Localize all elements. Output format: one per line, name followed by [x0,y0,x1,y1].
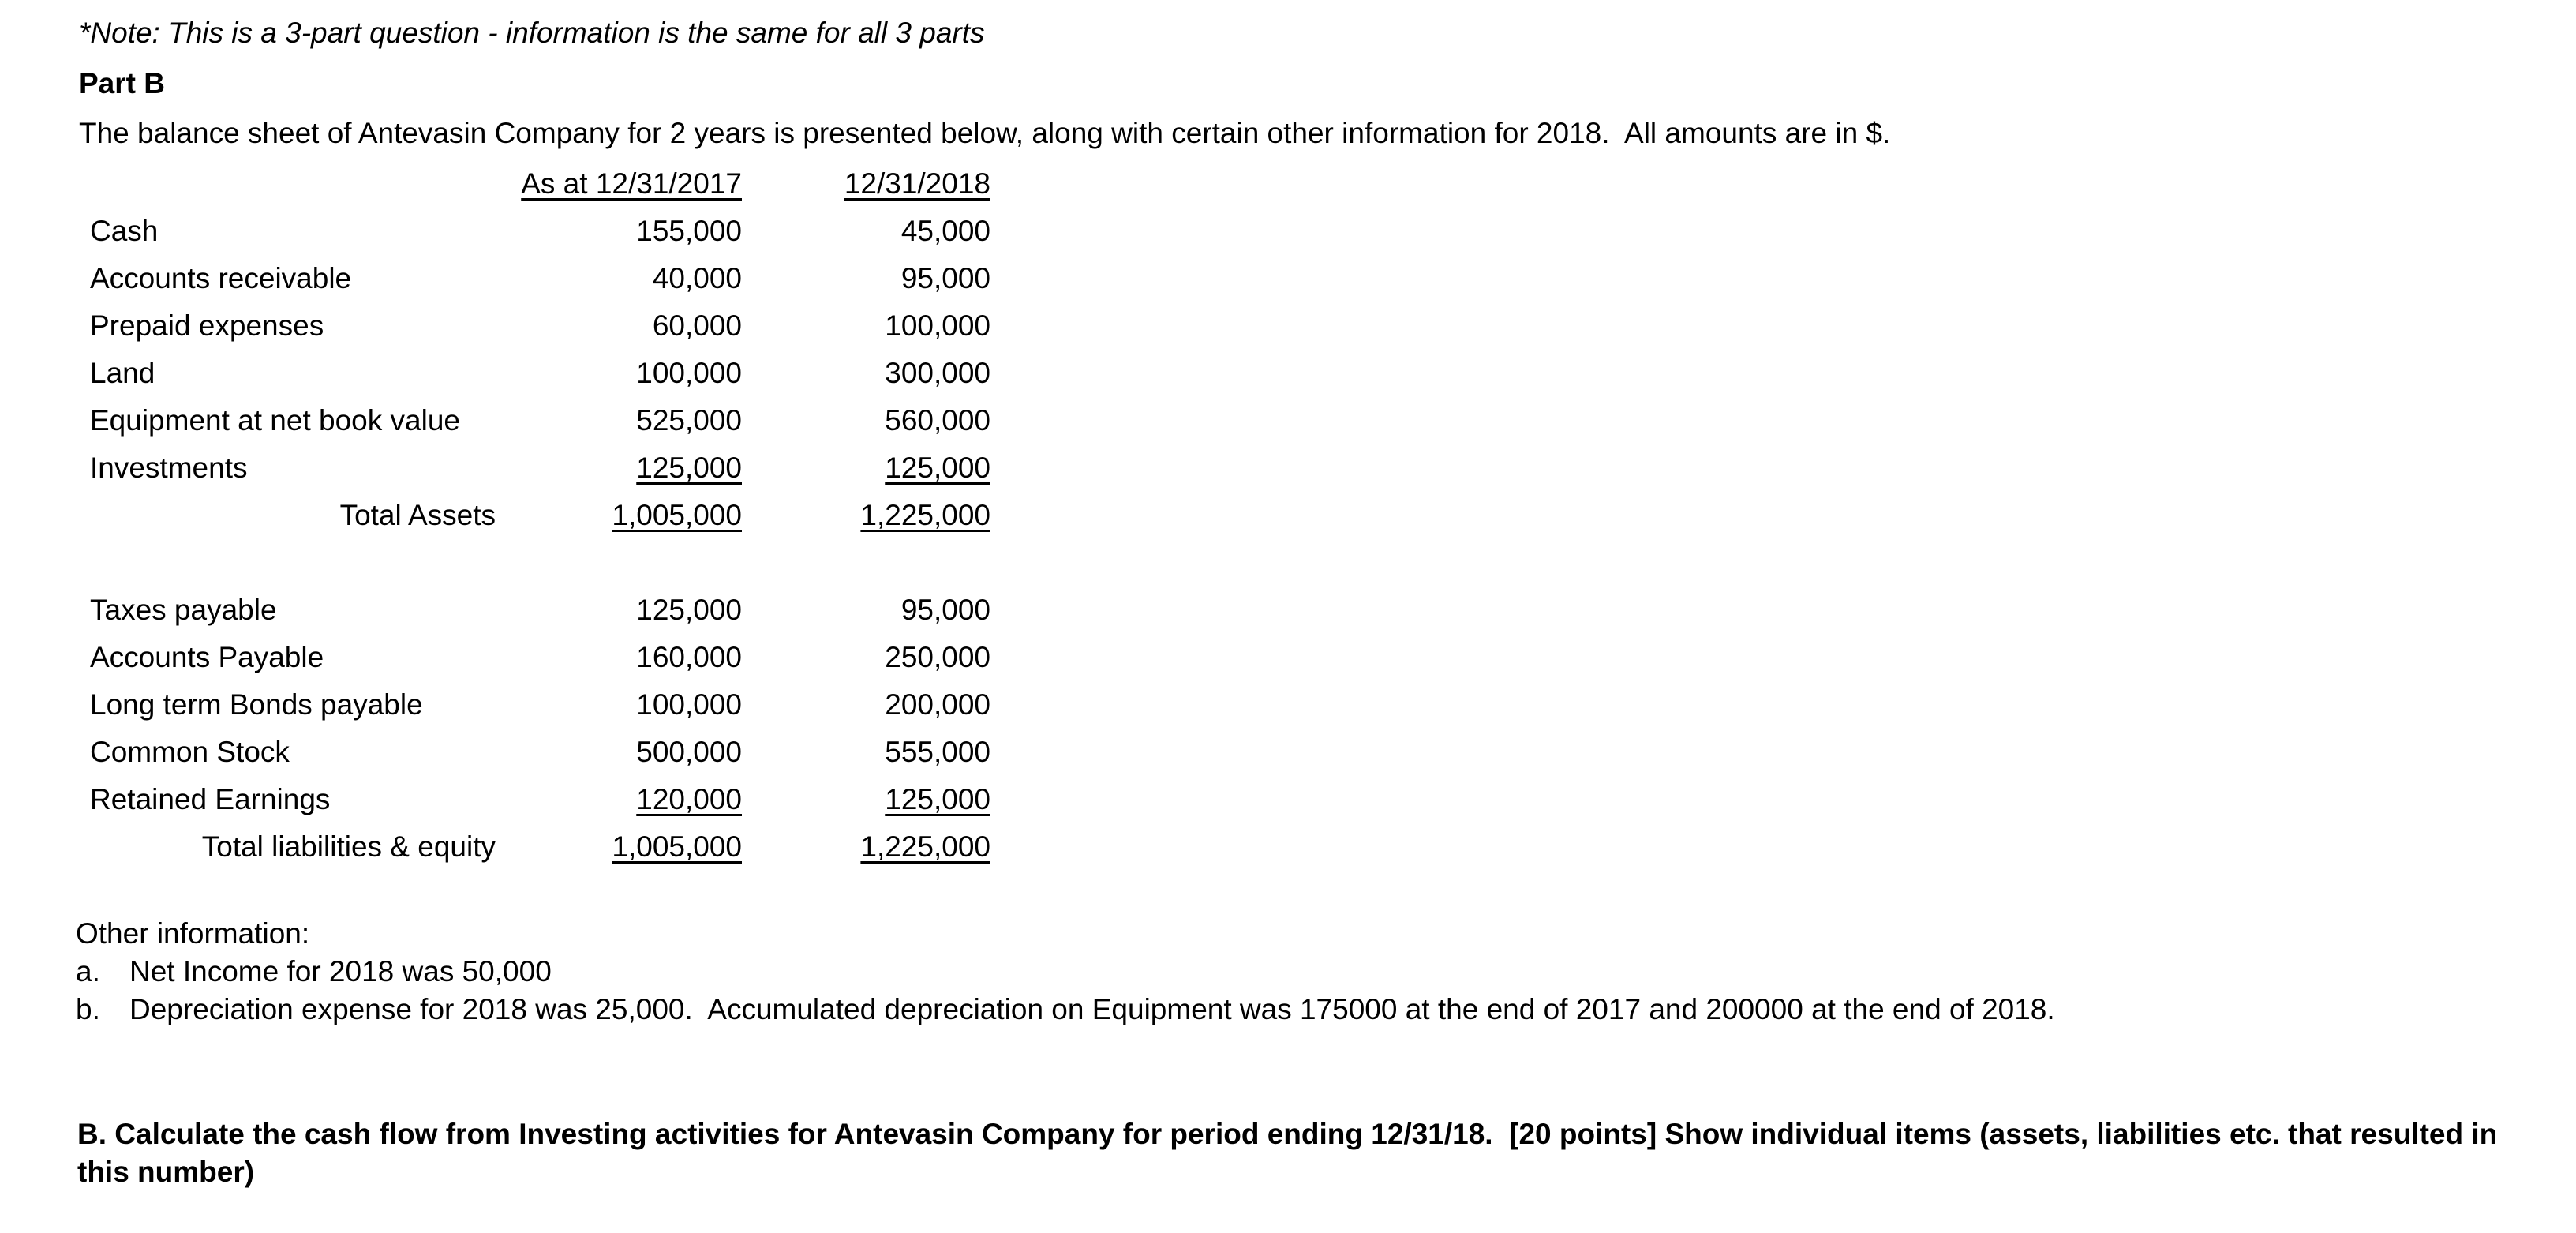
value-2018: 250,000 [885,641,990,673]
balance-sheet-row: Retained Earnings 120,000 125,000 [90,776,990,823]
row-label: Land [90,357,155,389]
list-item-text: Depreciation expense for 2018 was 25,000… [129,993,2055,1025]
balance-sheet-row: Prepaid expenses 60,000 100,000 [90,302,990,350]
balance-sheet-row: Common Stock 500,000 555,000 [90,729,990,776]
document-page: *Note: This is a 3-part question - infor… [76,17,2529,1188]
row-label: Taxes payable [90,594,277,626]
row-label: Prepaid expenses [90,309,324,342]
col-header-2017: As at 12/31/2017 [521,167,742,200]
value-2017: 100,000 [636,357,742,389]
value-2017: 500,000 [636,736,742,768]
value-2017: 125,000 [636,594,742,626]
list-item-marker: a. [76,955,100,988]
value-2018: 1,225,000 [860,830,990,863]
balance-sheet-row: Cash 155,000 45,000 [90,208,990,255]
row-label: Accounts receivable [90,262,352,294]
header-spacer-cell [90,160,508,208]
list-item: a. Net Income for 2018 was 50,000 [76,953,2529,991]
spacer-cell [90,539,990,587]
value-2018: 555,000 [885,736,990,768]
balance-sheet-row: Long term Bonds payable 100,000 200,000 [90,681,990,729]
balance-sheet-row: Investments 125,000 125,000 [90,444,990,492]
total-assets-row: Total Assets 1,005,000 1,225,000 [90,492,990,539]
value-2018: 100,000 [885,309,990,342]
value-2018: 1,225,000 [860,499,990,531]
value-2018: 95,000 [900,594,990,626]
part-heading: Part B [79,67,165,99]
row-label: Long term Bonds payable [90,688,423,721]
row-label: Accounts Payable [90,641,324,673]
row-label: Common Stock [90,736,290,768]
value-2018: 200,000 [885,688,990,721]
question-text: B. Calculate the cash flow from Investin… [77,1118,2506,1188]
balance-sheet-row: Taxes payable 125,000 95,000 [90,587,990,634]
row-label: Cash [90,215,159,247]
balance-sheet-row: Land 100,000 300,000 [90,350,990,397]
value-2017: 60,000 [652,309,742,342]
section-spacer-row [90,539,990,587]
row-label: Total Assets [339,499,496,531]
other-information-section: Other information: a. Net Income for 201… [76,915,2529,1029]
value-2018: 125,000 [885,783,990,815]
value-2017: 125,000 [636,452,742,484]
value-2017: 40,000 [652,262,742,294]
value-2017: 120,000 [636,783,742,815]
list-item-marker: b. [76,993,100,1025]
value-2017: 160,000 [636,641,742,673]
balance-sheet-row: Accounts receivable 40,000 95,000 [90,255,990,302]
value-2018: 95,000 [900,262,990,294]
row-label: Equipment at net book value [90,404,460,437]
list-item: b. Depreciation expense for 2018 was 25,… [76,991,2529,1029]
value-2017: 1,005,000 [612,830,742,863]
row-label: Retained Earnings [90,783,331,815]
value-2018: 45,000 [900,215,990,247]
value-2018: 560,000 [885,404,990,437]
value-2017: 155,000 [636,215,742,247]
balance-sheet-table: As at 12/31/2017 12/31/2018 Cash 155,000… [90,160,990,871]
value-2018: 300,000 [885,357,990,389]
total-liabilities-equity-row: Total liabilities & equity 1,005,000 1,2… [90,823,990,871]
row-label: Investments [90,452,248,484]
row-label: Total liabilities & equity [201,830,496,863]
intro-paragraph: The balance sheet of Antevasin Company f… [79,117,1891,149]
other-information-heading: Other information: [76,917,310,950]
value-2017: 100,000 [636,688,742,721]
note-line: *Note: This is a 3-part question - infor… [79,17,985,49]
value-2018: 125,000 [885,452,990,484]
list-item-text: Net Income for 2018 was 50,000 [129,955,552,988]
balance-sheet-header-row: As at 12/31/2017 12/31/2018 [90,160,990,208]
value-2017: 525,000 [636,404,742,437]
col-header-2018: 12/31/2018 [844,167,990,200]
balance-sheet-row: Equipment at net book value 525,000 560,… [90,397,990,444]
value-2017: 1,005,000 [612,499,742,531]
balance-sheet-row: Accounts Payable 160,000 250,000 [90,634,990,681]
